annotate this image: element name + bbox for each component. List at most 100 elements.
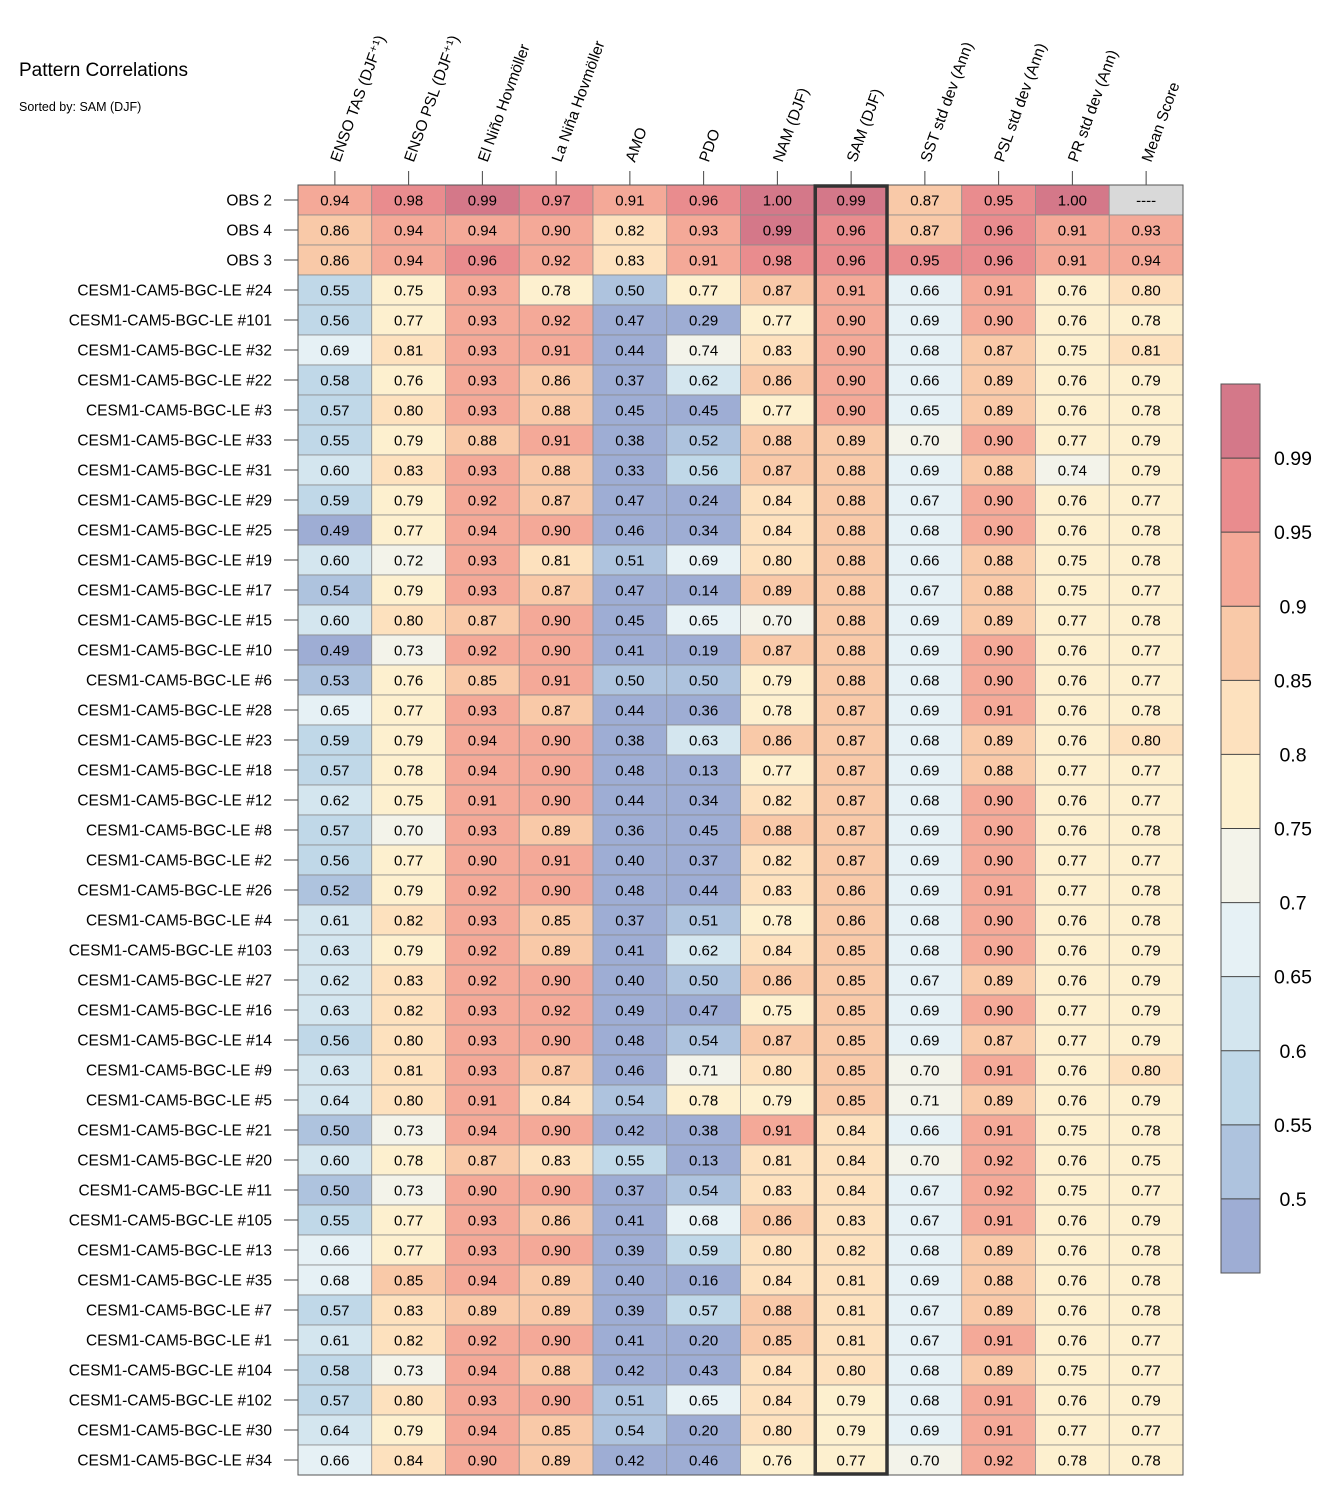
cell-value-label: 0.98 (763, 253, 792, 270)
cell-value-label: 0.67 (910, 583, 939, 600)
cell-value-label: 0.86 (837, 913, 866, 930)
cell-value-label: 0.42 (615, 1453, 644, 1470)
heatmap-cell (445, 1024, 520, 1056)
row-label: OBS 2 (226, 193, 272, 210)
heatmap-cells: 0.94 0.98 0.99 0.97 0.91 0.96 1.00 0.99 0.87 0.95… (297, 184, 1184, 1476)
cell-value-label: 0.88 (984, 763, 1013, 780)
cell-value-label: 0.91 (984, 1393, 1013, 1410)
cell-value-label: 0.91 (542, 433, 571, 450)
row-label: CESM1-CAM5-BGC-LE #35 (77, 1273, 272, 1290)
cell-value-label: 0.91 (1058, 223, 1087, 240)
cell-value-label: 0.47 (689, 1003, 718, 1020)
heatmap-cell (961, 184, 1036, 216)
heatmap-cell (371, 334, 446, 366)
cell-value-label: 0.91 (984, 283, 1013, 300)
cell-value-label: 0.78 (1132, 913, 1161, 930)
colorbar-segment (1221, 606, 1260, 681)
cell-value-label: 0.54 (689, 1183, 718, 1200)
cell-value-label: 0.87 (837, 763, 866, 780)
heatmap-cell (518, 454, 594, 486)
cell-value-label: 0.69 (910, 463, 939, 480)
cell-value-label: 0.41 (615, 1333, 644, 1350)
cell-value-label: 0.55 (320, 283, 349, 300)
heatmap-cell (961, 574, 1036, 606)
cell-value-label: 0.78 (394, 763, 423, 780)
cell-value-label: 0.80 (1132, 733, 1161, 750)
cell-value-label: 0.78 (1132, 823, 1161, 840)
row-label: CESM1-CAM5-BGC-LE #102 (69, 1393, 272, 1410)
heatmap-cell (1108, 484, 1184, 516)
cell-value-label: 0.76 (1058, 523, 1087, 540)
heatmap-cell (1035, 214, 1110, 246)
heatmap-cell (592, 634, 668, 666)
heatmap-cell (1108, 454, 1184, 486)
cell-value-label: 0.62 (689, 943, 718, 960)
heatmap-cell (445, 1114, 520, 1146)
cell-value-label: 0.80 (394, 1093, 423, 1110)
cell-value-label: 0.92 (984, 1183, 1013, 1200)
column-label: Mean Score (1139, 80, 1184, 164)
cell-value-label: 0.83 (394, 973, 423, 990)
heatmap-cell (297, 184, 373, 216)
cell-value-label: 0.79 (394, 733, 423, 750)
cell-value-label: 0.80 (763, 1243, 792, 1260)
cell-value-label: 0.76 (1058, 1063, 1087, 1080)
cell-value-label: ---- (1136, 193, 1156, 210)
cell-value-label: 0.79 (1132, 1093, 1161, 1110)
cell-value-label: 0.38 (615, 433, 644, 450)
heatmap-cell (1035, 1144, 1110, 1176)
cell-value-label: 0.72 (394, 553, 423, 570)
row-label: CESM1-CAM5-BGC-LE #16 (77, 1003, 272, 1020)
cell-value-label: 0.88 (984, 583, 1013, 600)
cell-value-label: 0.92 (468, 883, 497, 900)
cell-value-label: 0.70 (910, 433, 939, 450)
cell-value-label: 1.00 (763, 193, 792, 210)
cell-value-label: 0.87 (763, 643, 792, 660)
heatmap-cell (1108, 1324, 1184, 1356)
cell-value-label: 0.90 (542, 763, 571, 780)
heatmap-cell (961, 754, 1036, 786)
cell-value-label: 0.71 (689, 1063, 718, 1080)
heatmap-cell (1108, 844, 1184, 876)
heatmap-cell (887, 1024, 963, 1056)
heatmap-cell (813, 844, 889, 876)
cell-value-label: 0.91 (984, 1213, 1013, 1230)
cell-value-label: 0.59 (320, 493, 349, 510)
cell-value-label: 0.75 (1058, 1363, 1087, 1380)
cell-value-label: 0.86 (837, 883, 866, 900)
heatmap-cell (445, 244, 520, 276)
heatmap-cell (1035, 874, 1110, 906)
heatmap-cell (1108, 634, 1184, 666)
heatmap-cell (887, 574, 963, 606)
colorbar-segment (1221, 828, 1260, 903)
heatmap-cell (961, 694, 1036, 726)
cell-value-label: 0.90 (837, 373, 866, 390)
cell-value-label: 0.89 (542, 943, 571, 960)
cell-value-label: 0.92 (468, 973, 497, 990)
heatmap-cell (445, 874, 520, 906)
heatmap-cell (887, 514, 963, 546)
cell-value-label: 0.78 (1132, 1273, 1161, 1290)
heatmap-cell (1108, 604, 1184, 636)
row-label: CESM1-CAM5-BGC-LE #5 (86, 1093, 272, 1110)
cell-value-label: 0.96 (984, 223, 1013, 240)
cell-value-label: 0.91 (984, 1123, 1013, 1140)
heatmap-cell (813, 1084, 889, 1116)
cell-value-label: 0.84 (394, 1453, 423, 1470)
cell-value-label: 0.49 (320, 523, 349, 540)
cell-value-label: 0.85 (837, 943, 866, 960)
heatmap-cell (445, 754, 520, 786)
cell-value-label: 0.79 (394, 493, 423, 510)
heatmap-cell (371, 214, 446, 246)
row-label: CESM1-CAM5-BGC-LE #20 (77, 1153, 272, 1170)
row-label: CESM1-CAM5-BGC-LE #17 (77, 583, 272, 600)
heatmap-cell (961, 544, 1036, 576)
column-label: La Niña Hovmöller (549, 39, 609, 165)
heatmap-cell (592, 604, 668, 636)
heatmap-cell (1035, 1324, 1110, 1356)
cell-value-label: 0.34 (689, 793, 718, 810)
cell-value-label: 0.54 (615, 1423, 644, 1440)
cell-value-label: 0.89 (542, 1303, 571, 1320)
row-label: CESM1-CAM5-BGC-LE #25 (77, 523, 272, 540)
cell-value-label: 0.89 (984, 403, 1013, 420)
